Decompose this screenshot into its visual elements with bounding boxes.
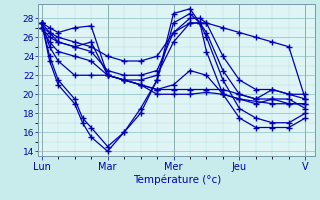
X-axis label: Température (°c): Température (°c)	[133, 174, 221, 185]
